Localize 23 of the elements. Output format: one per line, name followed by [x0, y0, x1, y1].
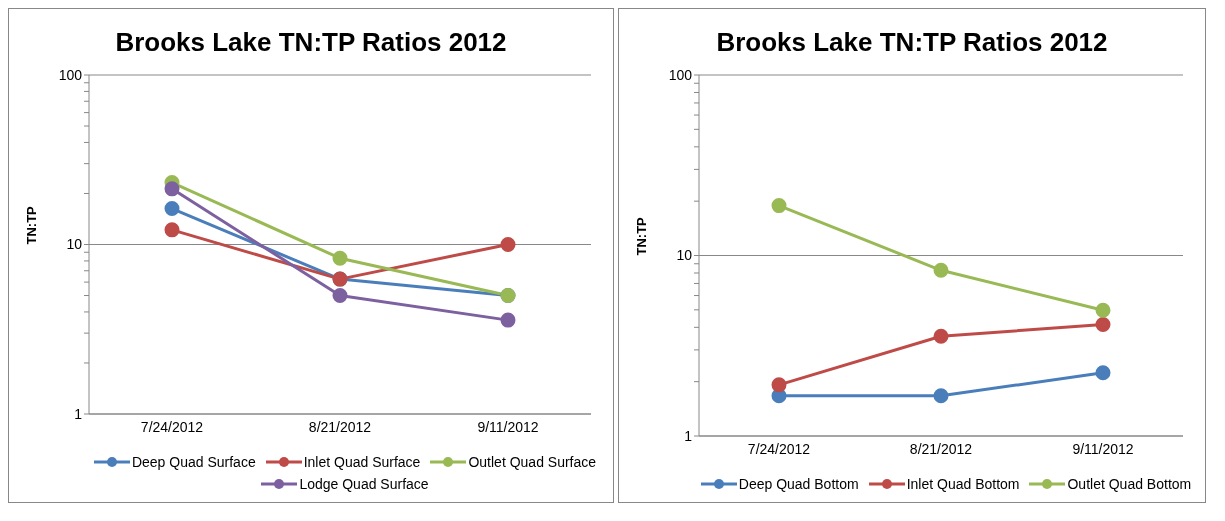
legend-label: Deep Quad Surface — [131, 454, 256, 470]
y-tick-label: 10 — [66, 236, 83, 253]
x-tick-label: 8/21/2012 — [308, 418, 372, 435]
x-tick-label: 7/24/2012 — [747, 440, 811, 457]
y-axis-title: TN:TP — [23, 205, 39, 245]
y-tick-label: 100 — [668, 66, 693, 83]
legend-label: Deep Quad Bottom — [738, 476, 859, 492]
y-tick-label: 1 — [74, 405, 83, 422]
x-tick-label: 8/21/2012 — [909, 440, 973, 457]
x-tick-label: 7/24/2012 — [140, 418, 204, 435]
chart-title: Brooks Lake TN:TP Ratios 2012 — [114, 27, 508, 59]
x-tick-label: 9/11/2012 — [477, 418, 539, 435]
legend-label: Inlet Quad Bottom — [906, 476, 1020, 492]
legend-label: Outlet Quad Bottom — [1067, 476, 1192, 492]
legend-label: Outlet Quad Surface — [468, 454, 597, 470]
legend-label: Inlet Quad Surface — [303, 454, 421, 470]
chart-title: Brooks Lake TN:TP Ratios 2012 — [715, 27, 1109, 59]
y-tick-label: 1 — [684, 427, 693, 444]
x-tick-label: 9/11/2012 — [1072, 440, 1134, 457]
legend-label: Lodge Quad Surface — [299, 476, 429, 492]
y-tick-label: 100 — [58, 66, 83, 83]
y-axis-title: TN:TP — [633, 216, 649, 256]
y-tick-label: 10 — [676, 247, 693, 264]
